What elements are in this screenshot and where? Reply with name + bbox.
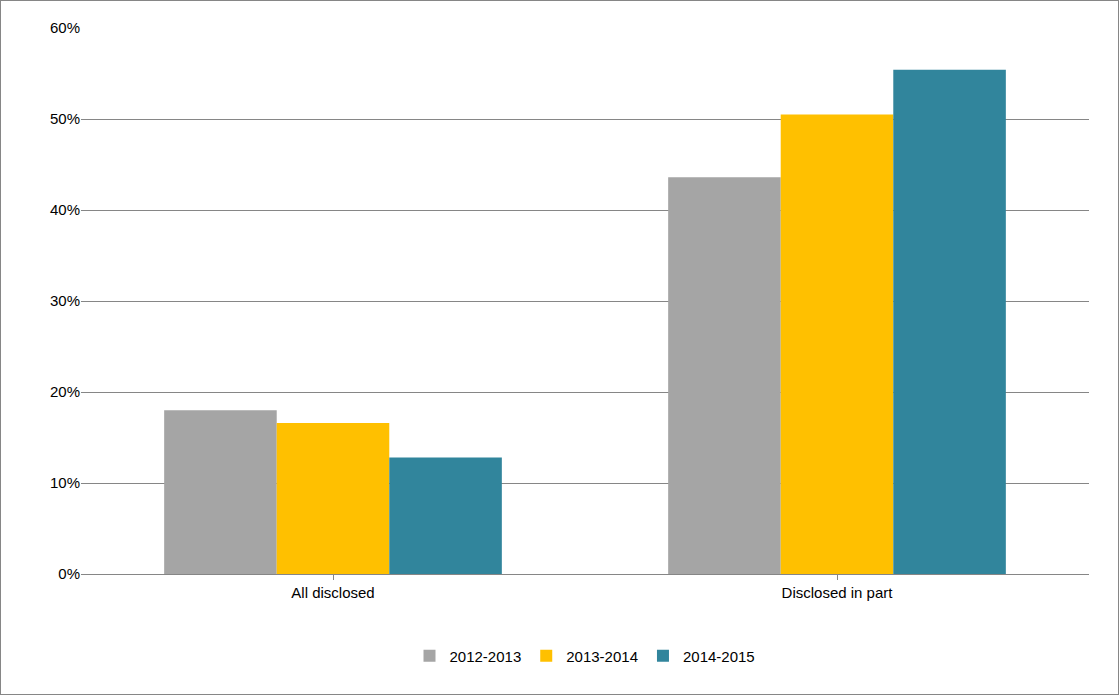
svg-text:30%: 30% — [50, 292, 80, 309]
svg-text:Disclosed in part: Disclosed in part — [782, 584, 894, 601]
svg-text:20%: 20% — [50, 383, 80, 400]
svg-text:All disclosed: All disclosed — [291, 584, 374, 601]
svg-text:40%: 40% — [50, 201, 80, 218]
svg-text:10%: 10% — [50, 474, 80, 491]
svg-text:2013-2014: 2013-2014 — [566, 648, 638, 665]
svg-text:2012-2013: 2012-2013 — [450, 648, 522, 665]
svg-text:50%: 50% — [50, 110, 80, 127]
svg-text:0%: 0% — [58, 565, 80, 582]
svg-text:60%: 60% — [50, 19, 80, 36]
svg-text:2014-2015: 2014-2015 — [683, 648, 755, 665]
